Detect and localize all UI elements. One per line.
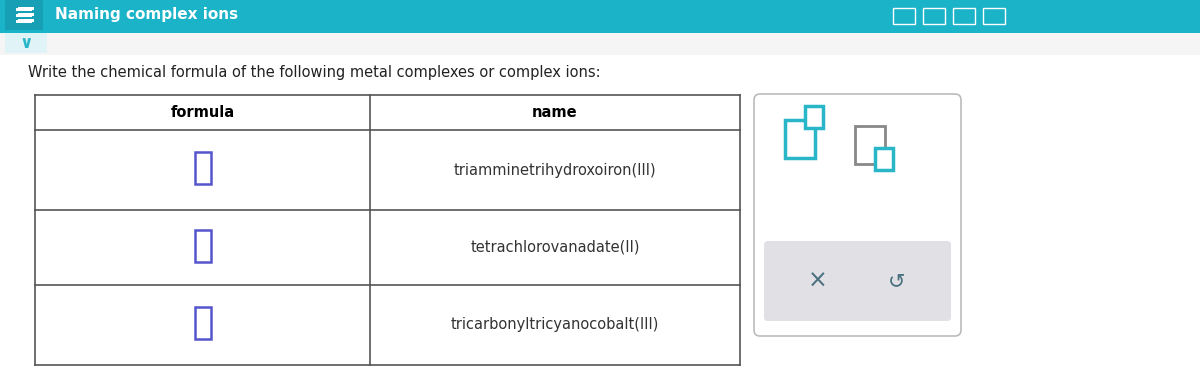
Bar — [18, 13, 34, 16]
Text: formula: formula — [170, 105, 234, 120]
FancyBboxPatch shape — [764, 241, 952, 321]
FancyBboxPatch shape — [5, 0, 43, 33]
FancyBboxPatch shape — [754, 94, 961, 336]
Bar — [854, 126, 886, 164]
Bar — [893, 8, 916, 24]
Bar — [953, 8, 974, 24]
Bar — [194, 307, 210, 339]
Bar — [805, 106, 823, 128]
Text: tricarbonyltricyanocobalt(III): tricarbonyltricyanocobalt(III) — [451, 318, 659, 332]
Text: Naming complex ions: Naming complex ions — [55, 7, 238, 23]
Bar — [983, 8, 1006, 24]
Bar — [0, 30, 1200, 55]
Text: name: name — [532, 105, 578, 120]
Bar — [194, 230, 210, 262]
Text: ∨: ∨ — [19, 34, 32, 52]
Text: tetrachlorovanadate(II): tetrachlorovanadate(II) — [470, 240, 640, 255]
Text: Write the chemical formula of the following metal complexes or complex ions:: Write the chemical formula of the follow… — [28, 65, 601, 80]
Bar — [923, 8, 946, 24]
Text: ×: × — [809, 269, 828, 293]
Bar — [194, 152, 210, 184]
Text: triamminetrihydroxoiron(III): triamminetrihydroxoiron(III) — [454, 162, 656, 177]
Bar — [16, 20, 32, 23]
Bar — [5, 33, 47, 53]
Bar — [785, 120, 815, 158]
Text: ↺: ↺ — [888, 271, 906, 291]
Bar — [16, 14, 32, 17]
Bar — [0, 0, 1200, 30]
Bar — [18, 7, 34, 10]
Bar — [875, 148, 893, 170]
Bar — [18, 19, 34, 22]
Bar — [0, 30, 1200, 33]
Bar — [16, 8, 32, 11]
